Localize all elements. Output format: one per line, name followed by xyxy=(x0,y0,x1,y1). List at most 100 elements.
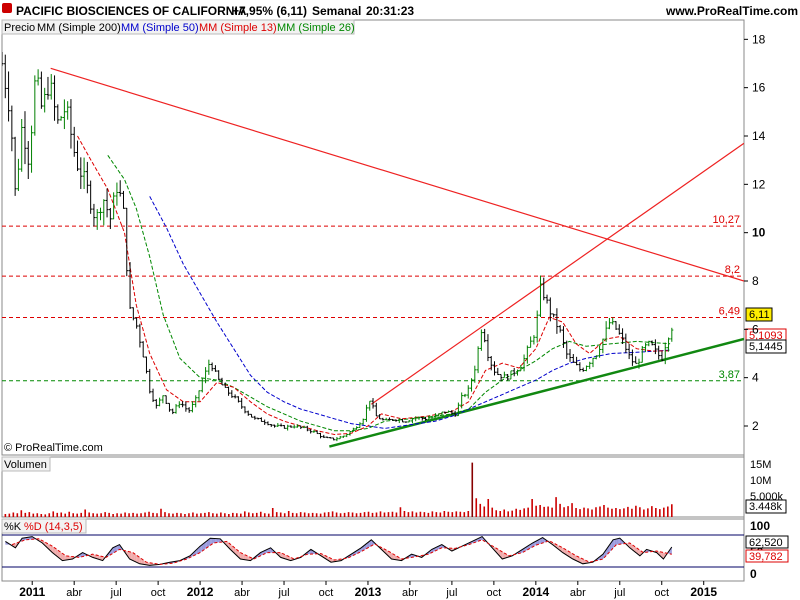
volume-bar xyxy=(659,509,661,517)
stoch-fill xyxy=(55,548,58,557)
stoch-fill xyxy=(634,546,637,554)
volume-title-bg xyxy=(1,456,51,472)
volume-bar xyxy=(339,513,342,517)
level-label-6,49: 6,49 xyxy=(719,305,740,317)
stoch-fill xyxy=(116,545,118,552)
stoch-fill xyxy=(213,538,216,543)
site-label[interactable]: www.ProRealTime.com xyxy=(666,4,799,18)
volume-panel-frame xyxy=(1,456,745,518)
volume-bar xyxy=(148,511,150,517)
stoch-fill xyxy=(215,538,217,543)
volume-bar xyxy=(535,505,537,517)
volume-bar xyxy=(24,512,27,517)
volume-bar xyxy=(511,510,513,517)
stoch-fill xyxy=(505,553,508,558)
volume-bar xyxy=(427,512,430,517)
volume-bar xyxy=(136,513,138,517)
volume-bar xyxy=(28,512,31,517)
y-tick-18: 18 xyxy=(752,32,766,46)
stoch-fill xyxy=(97,555,100,560)
stoch-fill xyxy=(537,539,540,545)
stoch-fill xyxy=(581,558,583,564)
volume-bar xyxy=(495,510,498,517)
volume-bar xyxy=(8,513,11,517)
volume-bar xyxy=(180,513,182,517)
volume-bar xyxy=(4,514,7,517)
legend-sma50: MM (Simple 50) xyxy=(121,22,199,34)
sma13-line xyxy=(77,135,671,436)
level-label-10,27: 10,27 xyxy=(712,214,740,226)
stoch-d-tag xyxy=(745,549,789,563)
volume-bar xyxy=(415,512,418,517)
volume-tick-15m: 15M xyxy=(750,459,771,471)
clock-time: 20:31:23 xyxy=(366,4,415,18)
volume-bar xyxy=(84,509,86,517)
volume-bar xyxy=(96,513,98,517)
stoch-fill xyxy=(574,554,577,561)
price-change: +7,95% (6,11) xyxy=(232,4,308,18)
stoch-fill xyxy=(137,556,140,564)
volume-bar xyxy=(383,512,386,517)
stoch-fill xyxy=(331,558,333,563)
x-tick-jul: jul xyxy=(110,587,122,599)
x-tick-oct: oct xyxy=(654,587,669,599)
volume-bar xyxy=(259,511,262,517)
x-tick-jul: jul xyxy=(278,587,290,599)
volume-bar xyxy=(347,512,350,517)
stoch-fill xyxy=(96,555,98,559)
stoch-fill xyxy=(59,551,61,560)
volume-bar xyxy=(375,512,378,517)
volume-bar xyxy=(539,505,541,517)
volume-bar xyxy=(156,513,158,517)
stoch-fill xyxy=(576,555,578,562)
volume-bar xyxy=(323,512,326,517)
stoch-fill xyxy=(200,544,202,553)
stoch-k-tag-text: 62,520 xyxy=(749,537,783,549)
stoch-fill xyxy=(278,552,281,558)
volume-bar xyxy=(64,513,67,517)
stoch-fill xyxy=(94,554,97,559)
stoch-fill xyxy=(112,547,115,554)
volume-bar xyxy=(88,512,90,517)
stoch-fill xyxy=(577,556,580,563)
volume-bar xyxy=(335,512,338,517)
volume-bar xyxy=(68,511,71,517)
trend-line-2 xyxy=(370,142,744,405)
volume-bar xyxy=(303,512,306,517)
app-logo-icon xyxy=(2,3,12,13)
volume-bar xyxy=(411,511,414,517)
y-tick-6: 6 xyxy=(752,322,759,336)
volume-bar xyxy=(327,512,330,517)
legend-sma200: MM (Simple 200) xyxy=(37,22,121,34)
stoch-fill xyxy=(282,553,285,559)
stoch-fill xyxy=(136,555,138,563)
period-label: Semanal xyxy=(312,4,362,18)
volume-bar xyxy=(251,513,254,517)
volume-bar xyxy=(216,513,218,517)
stoch-series xyxy=(5,535,673,566)
volume-bar xyxy=(671,504,673,517)
volume-bar xyxy=(72,513,75,517)
stoch-fill xyxy=(114,546,117,553)
sma26-line xyxy=(107,155,671,432)
volume-bar xyxy=(236,513,238,517)
stoch-fill xyxy=(57,549,60,558)
stoch-k-tag xyxy=(745,535,789,549)
stoch-fill xyxy=(616,538,619,545)
stoch-fill xyxy=(139,557,142,565)
volume-bar xyxy=(152,512,154,517)
volume-bar xyxy=(523,508,525,517)
stoch-fill xyxy=(242,553,244,560)
stoch-fill xyxy=(67,556,70,560)
volume-bar xyxy=(172,513,174,517)
x-tick-abr: abr xyxy=(234,587,250,599)
stoch-fill xyxy=(203,542,206,551)
volume-bar xyxy=(299,512,302,517)
stoch-fill xyxy=(613,539,615,549)
stoch-fill xyxy=(289,556,291,561)
stoch-fill xyxy=(569,551,572,558)
volume-bar xyxy=(419,511,422,517)
stoch-fill xyxy=(566,549,568,556)
volume-bar xyxy=(547,506,549,517)
